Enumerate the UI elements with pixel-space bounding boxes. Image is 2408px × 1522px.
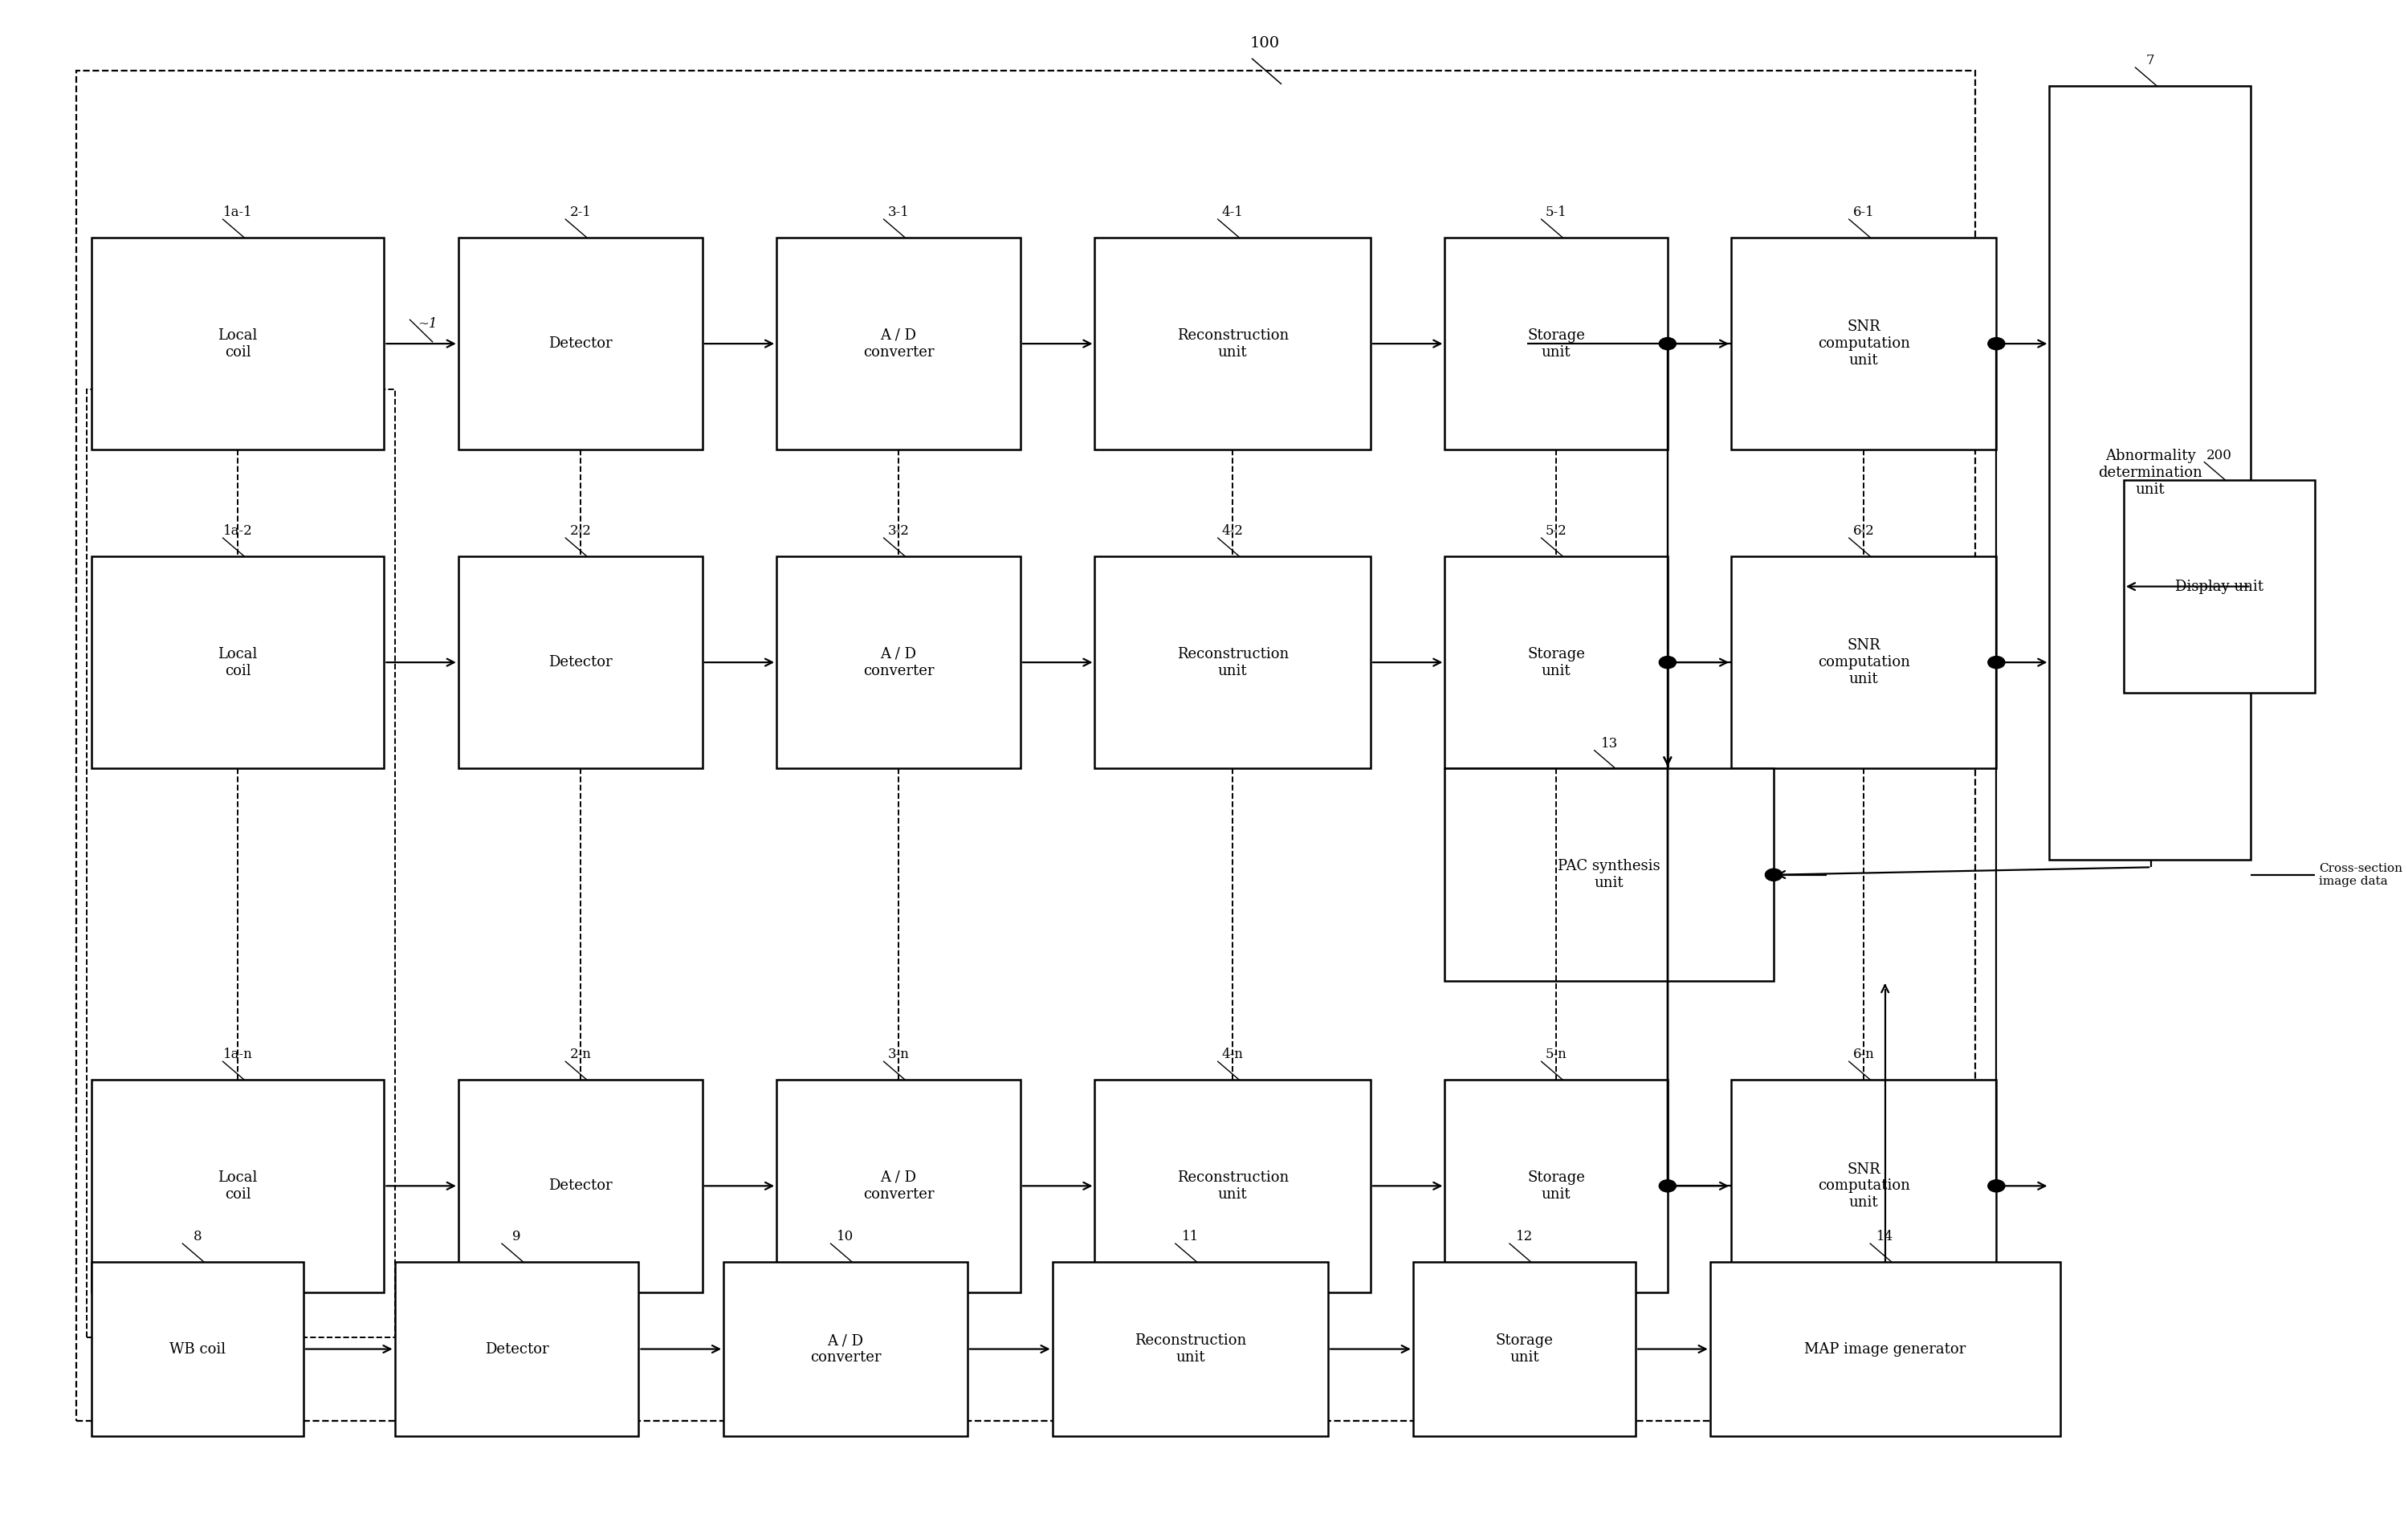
Text: Reconstruction
unit: Reconstruction unit	[1134, 1333, 1247, 1365]
Text: 5-n: 5-n	[1546, 1047, 1568, 1061]
Text: Abnormality
determination
unit: Abnormality determination unit	[2097, 449, 2203, 496]
Text: 2-1: 2-1	[571, 205, 590, 219]
Text: Storage
unit: Storage unit	[1527, 329, 1584, 359]
Circle shape	[1659, 1180, 1676, 1192]
Text: 100: 100	[1250, 37, 1279, 50]
Text: 6-2: 6-2	[1854, 524, 1873, 537]
Bar	[775, 1079, 1021, 1292]
Circle shape	[1989, 1180, 2006, 1192]
Text: 2-2: 2-2	[571, 524, 590, 537]
Bar	[1445, 1079, 1669, 1292]
Text: 12: 12	[1517, 1230, 1534, 1243]
Bar	[92, 1262, 303, 1437]
Text: Local
coil: Local coil	[217, 1170, 258, 1201]
Text: 2-n: 2-n	[571, 1047, 590, 1061]
Text: 3-1: 3-1	[889, 205, 910, 219]
Bar	[1710, 1262, 2061, 1437]
Text: PAC synthesis
unit: PAC synthesis unit	[1558, 860, 1662, 890]
Text: 1a-1: 1a-1	[224, 205, 253, 219]
Bar	[2124, 481, 2314, 693]
Circle shape	[1989, 338, 2006, 350]
Bar	[1731, 556, 1996, 769]
Bar	[775, 237, 1021, 451]
Text: SNR
computation
unit: SNR computation unit	[1818, 320, 1910, 368]
Text: 4-2: 4-2	[1221, 524, 1243, 537]
Text: Cross-section
image data: Cross-section image data	[2319, 863, 2403, 887]
Text: 1a-n: 1a-n	[224, 1047, 253, 1061]
Text: 10: 10	[838, 1230, 855, 1243]
Text: A / D
converter: A / D converter	[862, 647, 934, 677]
Text: 5-1: 5-1	[1546, 205, 1568, 219]
Circle shape	[1659, 338, 1676, 350]
Text: SNR
computation
unit: SNR computation unit	[1818, 1161, 1910, 1210]
Bar	[722, 1262, 968, 1437]
Text: Detector: Detector	[484, 1342, 549, 1356]
Circle shape	[1765, 869, 1782, 881]
Circle shape	[1989, 656, 2006, 668]
Bar	[775, 556, 1021, 769]
Text: 11: 11	[1182, 1230, 1199, 1243]
Bar	[92, 237, 385, 451]
Bar	[458, 1079, 703, 1292]
Text: Detector: Detector	[549, 1178, 612, 1193]
Bar	[92, 556, 385, 769]
Text: Storage
unit: Storage unit	[1527, 1170, 1584, 1201]
Text: 7: 7	[2146, 53, 2155, 67]
Bar	[395, 1262, 638, 1437]
Text: 13: 13	[1601, 737, 1618, 750]
Text: 1a-2: 1a-2	[224, 524, 253, 537]
Text: SNR
computation
unit: SNR computation unit	[1818, 638, 1910, 686]
Text: WB coil: WB coil	[169, 1342, 226, 1356]
Text: 9: 9	[513, 1230, 520, 1243]
Bar	[458, 556, 703, 769]
Bar	[92, 1079, 385, 1292]
Text: Storage
unit: Storage unit	[1527, 647, 1584, 677]
Bar	[1445, 556, 1669, 769]
Bar	[1096, 1079, 1370, 1292]
Text: 4-1: 4-1	[1221, 205, 1243, 219]
Text: 3-n: 3-n	[889, 1047, 910, 1061]
Text: 4-n: 4-n	[1221, 1047, 1243, 1061]
Text: ~1: ~1	[419, 317, 438, 330]
Bar	[1052, 1262, 1329, 1437]
Text: Reconstruction
unit: Reconstruction unit	[1178, 1170, 1288, 1201]
Bar	[77, 70, 1975, 1422]
Text: Reconstruction
unit: Reconstruction unit	[1178, 647, 1288, 677]
Bar	[1096, 237, 1370, 451]
Text: Display unit: Display unit	[2174, 580, 2264, 594]
Text: 6-1: 6-1	[1854, 205, 1873, 219]
Text: Storage
unit: Storage unit	[1495, 1333, 1553, 1365]
Text: 3-2: 3-2	[889, 524, 910, 537]
Text: 8: 8	[193, 1230, 202, 1243]
Text: 5-2: 5-2	[1546, 524, 1568, 537]
Text: 14: 14	[1876, 1230, 1893, 1243]
Text: Local
coil: Local coil	[217, 647, 258, 677]
Text: A / D
converter: A / D converter	[809, 1333, 881, 1365]
Text: Local
coil: Local coil	[217, 329, 258, 359]
Bar	[1445, 769, 1775, 982]
Text: A / D
converter: A / D converter	[862, 1170, 934, 1201]
Text: A / D
converter: A / D converter	[862, 329, 934, 359]
Circle shape	[1659, 656, 1676, 668]
Bar	[1731, 1079, 1996, 1292]
Bar	[87, 390, 395, 1338]
Text: MAP image generator: MAP image generator	[1804, 1342, 1965, 1356]
Bar	[1445, 237, 1669, 451]
Text: Reconstruction
unit: Reconstruction unit	[1178, 329, 1288, 359]
Bar	[458, 237, 703, 451]
Bar	[1731, 237, 1996, 451]
Text: Detector: Detector	[549, 654, 612, 670]
Text: 6-n: 6-n	[1854, 1047, 1873, 1061]
Text: Detector: Detector	[549, 336, 612, 352]
Text: 200: 200	[2206, 449, 2232, 463]
Bar	[1413, 1262, 1635, 1437]
Bar	[1096, 556, 1370, 769]
Bar	[2049, 85, 2251, 860]
